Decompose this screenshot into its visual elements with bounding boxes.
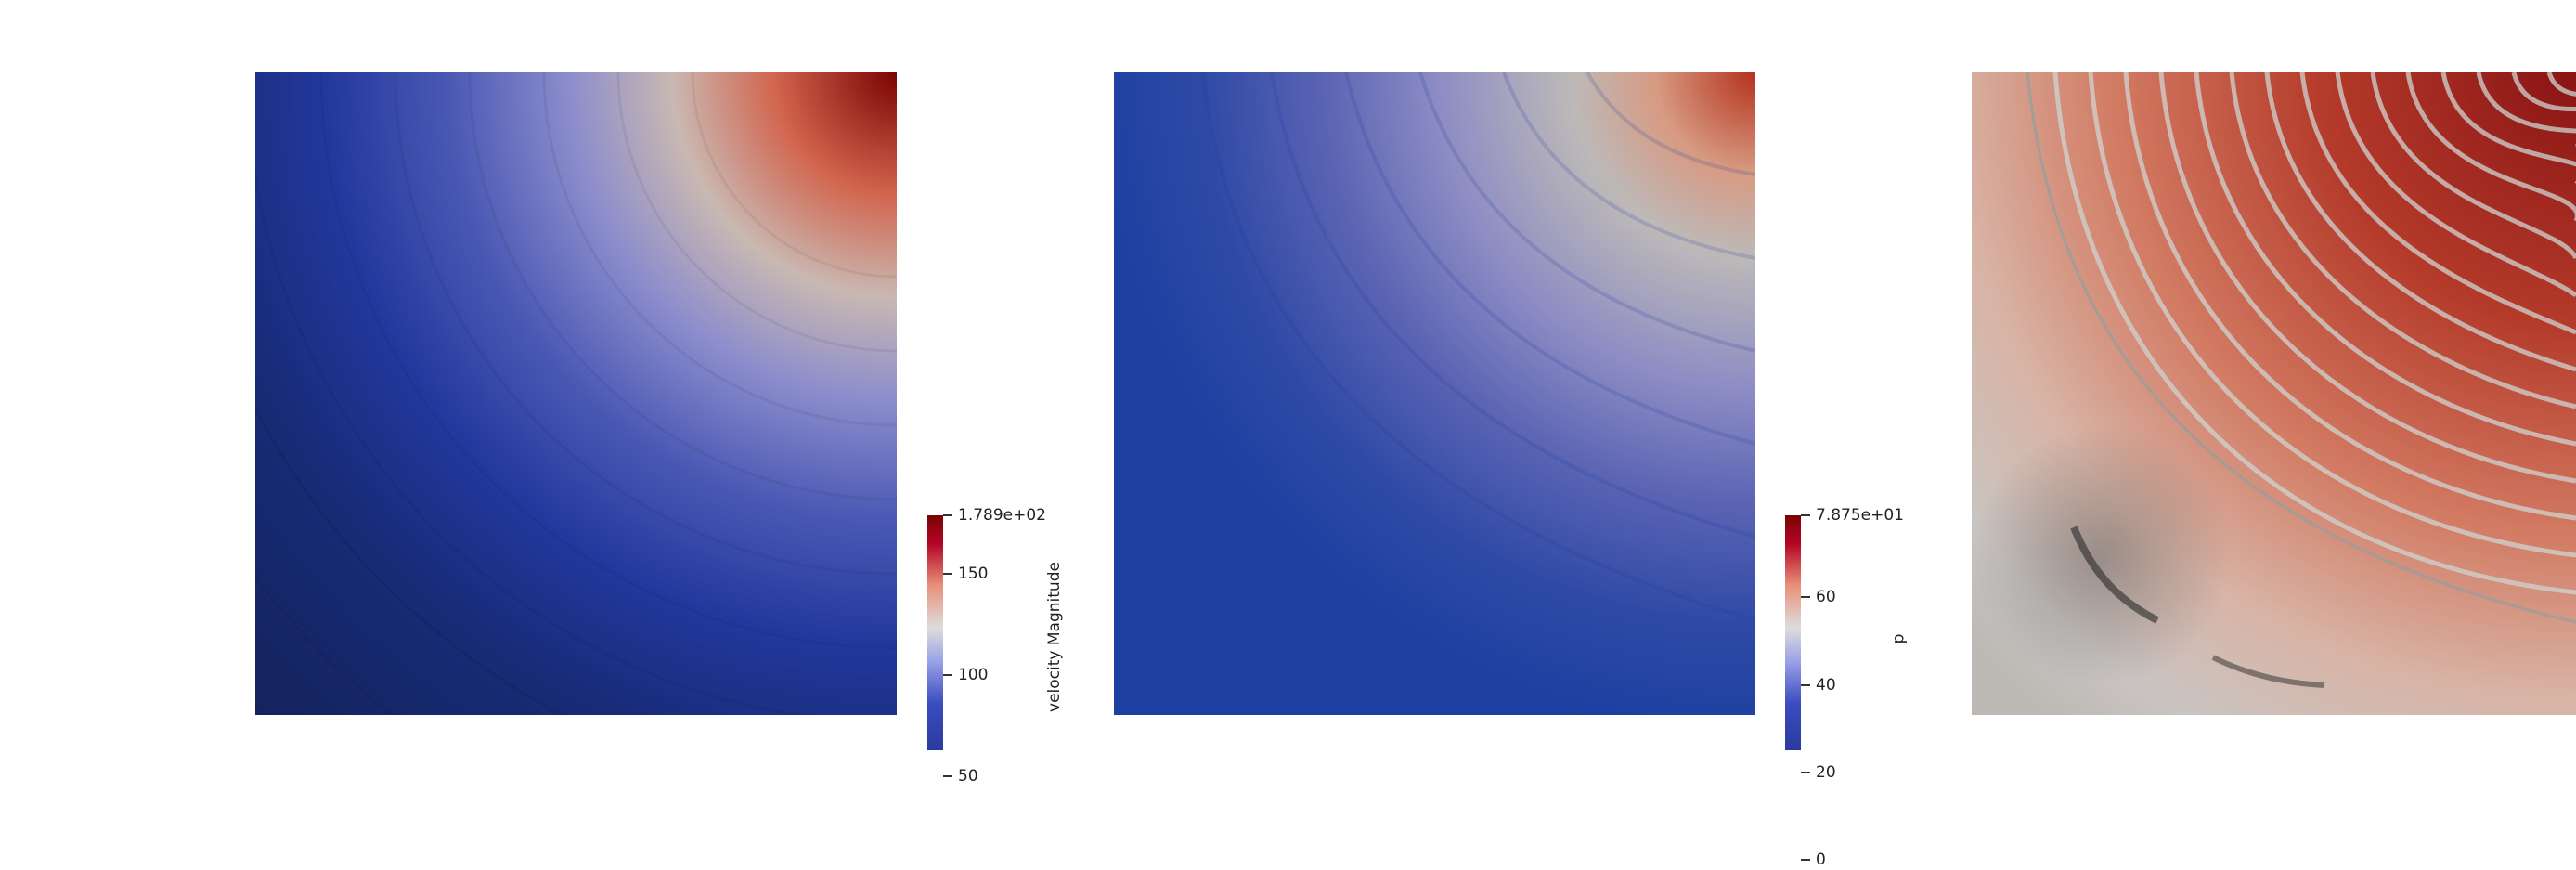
pressure-view[interactable] xyxy=(1114,72,1755,715)
colorbar-tick-mark xyxy=(1801,859,1810,862)
colorbar-tick-label: 100 xyxy=(958,666,989,684)
wave-contour-line xyxy=(2370,72,2576,260)
wave-contour-line xyxy=(2123,72,2576,521)
wave-contour-line xyxy=(2158,72,2576,484)
wave-contour-line xyxy=(2511,72,2576,111)
wave-contour-line xyxy=(2229,72,2576,409)
colorbar-tick-mark xyxy=(943,674,952,676)
pressure-plot xyxy=(1114,72,1755,715)
colorbar-tick-mark xyxy=(943,573,952,575)
wave-contour-line xyxy=(2546,72,2576,97)
colorbar-tick-label: 0 xyxy=(1816,851,1826,870)
velocity-colorbar: 1.789e+02 150 100 50 xyxy=(927,506,1046,786)
velocity-colorbar-gradient xyxy=(927,515,943,750)
colorbar-tick-label: 60 xyxy=(1816,588,1836,607)
velocity-magnitude-plot xyxy=(255,72,897,715)
pressure-colorbar-max-label: 7.875e+01 xyxy=(1816,506,1905,525)
colorbar-tick-mark xyxy=(1801,596,1810,599)
third-field-view[interactable] xyxy=(1972,72,2576,715)
colorbar-tick-label: 40 xyxy=(1816,675,1836,695)
pressure-colorbar: 7.875e+01 60 40 20 0 xyxy=(1785,506,1904,869)
wave-contour-line xyxy=(2299,72,2576,335)
velocity-colorbar-title: velocity Magnitude xyxy=(1044,562,1064,712)
colorbar-tick-mark xyxy=(1801,771,1810,773)
colorbar-tick-mark xyxy=(1801,683,1810,686)
wave-contour-line xyxy=(2264,72,2576,372)
wave-contour-line xyxy=(2405,72,2576,221)
wave-contour-line xyxy=(2440,72,2576,184)
wave-contour-line xyxy=(2194,72,2576,447)
wave-contour-line xyxy=(2476,72,2576,147)
wave-contour-line xyxy=(2335,72,2576,298)
wave-contour-line xyxy=(2088,72,2576,558)
pressure-colorbar-gradient xyxy=(1785,515,1801,750)
velocity-magnitude-view[interactable] xyxy=(255,72,897,715)
colorbar-tick-label: 50 xyxy=(958,767,978,786)
colorbar-tick-mark xyxy=(943,775,952,777)
pressure-colorbar-title: p xyxy=(1889,633,1909,644)
colorbar-tick-label: 20 xyxy=(1816,762,1836,782)
wave-contour-line xyxy=(2052,72,2576,595)
third-field-plot xyxy=(1972,72,2576,715)
velocity-colorbar-max-label: 1.789e+02 xyxy=(958,506,1047,525)
colorbar-tick-label: 150 xyxy=(958,565,989,583)
